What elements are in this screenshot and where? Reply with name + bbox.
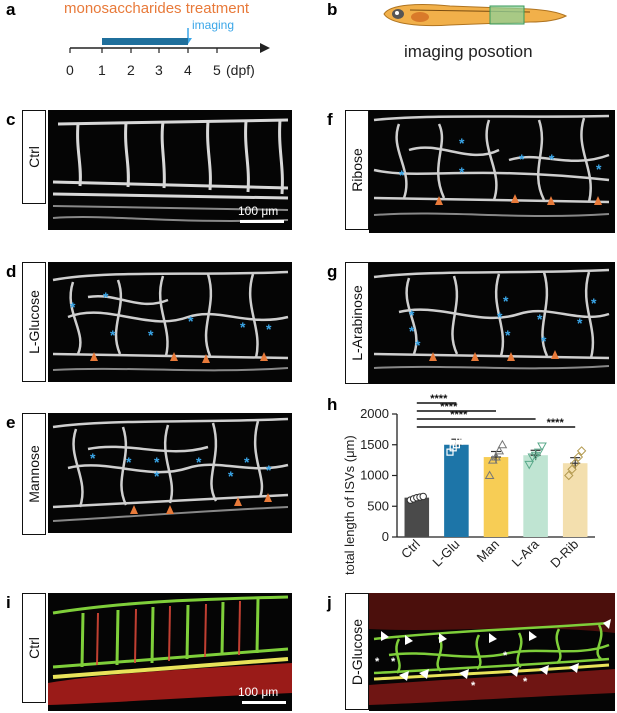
- panel-h-letter: h: [327, 395, 338, 414]
- tick-3: 3: [155, 62, 163, 78]
- sig-label-0: ****: [430, 393, 448, 405]
- tick-0: 0: [66, 62, 74, 78]
- y-tick-label-1: 500: [367, 498, 389, 513]
- point-D-Rib-2: [570, 458, 580, 468]
- imaging-position-caption: imaging posotion: [404, 42, 533, 61]
- micrograph-l-arabinose: * * * * * * * * * *: [369, 262, 615, 384]
- bar-D-Rib: [562, 463, 588, 537]
- bar-L-Glu: [444, 444, 469, 537]
- scale-bar-i: [242, 701, 286, 704]
- side-label-d-glucose: D-Glucose: [345, 593, 369, 710]
- point-L-Ara-3: [533, 448, 544, 458]
- x-tick-label-Man: Man: [474, 537, 502, 565]
- panel-j-letter: j: [327, 593, 332, 612]
- bar-L-Ara: [523, 455, 548, 537]
- isv-length-bar-chart: 0 500 1000 1500 2000 Ctrl L-Glu Man L-Ara D-Rib **…: [360, 393, 595, 571]
- arrowheads-j: * * * * *: [375, 619, 611, 692]
- imaging-label: imaging: [192, 18, 235, 32]
- tick-1: 1: [98, 62, 106, 78]
- side-label-mannose: Mannose: [22, 413, 46, 535]
- bar-Man: [483, 457, 509, 537]
- y-tick-label-0: 0: [382, 529, 389, 544]
- micrograph-d-glucose-fluorescent: * * * * *: [369, 593, 615, 711]
- scale-label-c: 100 μm: [238, 204, 279, 218]
- zebrafish-larva-illustration: [383, 4, 568, 27]
- timeline-diagram: [69, 28, 270, 53]
- scale-bar-c: [240, 220, 284, 223]
- tick-unit: (dpf): [226, 62, 255, 78]
- micrograph-ctrl: 100 μm: [48, 110, 292, 230]
- point-Man-2: [491, 452, 501, 461]
- tick-2: 2: [127, 62, 135, 78]
- point-D-Rib-3: [573, 452, 584, 462]
- point-D-Rib-0: [564, 470, 574, 481]
- point-L-Ara-2: [530, 451, 541, 461]
- y-tick-label-4: 2000: [360, 406, 389, 421]
- sig-label-1: ****: [440, 401, 458, 413]
- point-L-Ara-0: [524, 460, 535, 470]
- micrograph-ctrl-fluorescent: 100 μm: [48, 593, 292, 711]
- side-label-ribose: Ribose: [345, 110, 369, 230]
- scale-label-i: 100 μm: [238, 685, 279, 699]
- side-label-l-arabinose: L-Arabinose: [345, 262, 369, 384]
- side-label-ctrl-i: Ctrl: [22, 593, 46, 703]
- bar-Ctrl: [404, 497, 430, 537]
- side-label-ctrl: Ctrl: [22, 110, 46, 204]
- tick-5: 5: [213, 62, 221, 78]
- side-label-l-glucose: L-Glucose: [22, 262, 46, 382]
- point-Ctrl-4: [419, 492, 427, 501]
- micrograph-ribose: * * * * * *: [369, 110, 615, 233]
- x-tick-label-L-Ara: L-Ara: [509, 536, 543, 570]
- panel-f-letter: f: [327, 110, 333, 129]
- panel-c-letter: c: [6, 110, 16, 129]
- x-tick-label-Ctrl: Ctrl: [398, 536, 423, 561]
- point-D-Rib-4: [576, 446, 587, 456]
- svg-text:*: *: [391, 656, 396, 668]
- micrograph-l-glucose: * * * * * * *: [48, 262, 292, 382]
- y-tick-label-3: 1500: [360, 437, 389, 452]
- treatment-label: monosaccharides treatment: [64, 0, 250, 17]
- tick-4: 4: [184, 62, 192, 78]
- svg-text:*: *: [375, 656, 380, 668]
- sig-label-3: ****: [547, 417, 565, 429]
- point-L-Glu-4: [459, 433, 467, 441]
- panel-b-letter: b: [327, 0, 338, 19]
- svg-text:*: *: [503, 650, 508, 662]
- point-D-Rib-1: [567, 464, 577, 475]
- point-Man-4: [497, 439, 508, 449]
- micrograph-mannose: * * * * * * * *: [48, 413, 292, 533]
- point-Man-3: [494, 445, 505, 455]
- point-L-Ara-4: [537, 442, 547, 451]
- panel-d-letter: d: [6, 262, 17, 281]
- x-tick-label-L-Glu: L-Glu: [429, 537, 462, 570]
- sig-label-2: ****: [450, 409, 468, 421]
- point-Man-0: [484, 470, 495, 479]
- panel-e-letter: e: [6, 413, 16, 432]
- panel-a-letter: a: [6, 0, 16, 19]
- svg-text:*: *: [471, 680, 476, 692]
- svg-text:*: *: [523, 676, 528, 688]
- x-tick-label-D-Rib: D-Rib: [547, 537, 581, 571]
- panel-i-letter: i: [6, 593, 11, 612]
- panel-g-letter: g: [327, 262, 338, 281]
- y-tick-label-2: 1000: [360, 468, 389, 483]
